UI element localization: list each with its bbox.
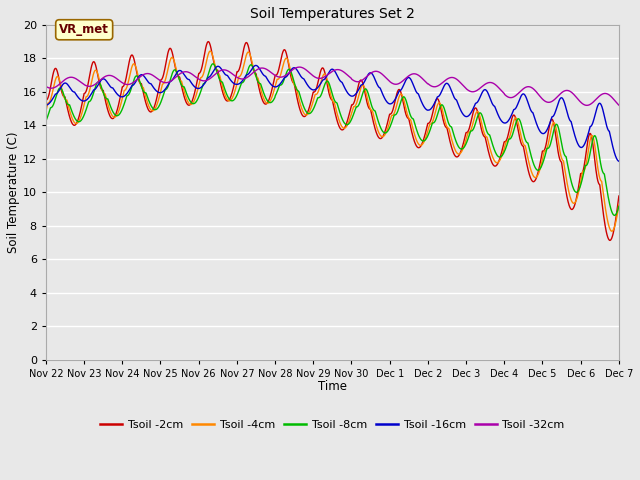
Line: Tsoil -8cm: Tsoil -8cm — [46, 64, 619, 216]
Tsoil -2cm — [205, 39, 212, 45]
Line: Tsoil -4cm: Tsoil -4cm — [46, 51, 619, 231]
Tsoil -4cm — [369, 108, 376, 114]
Title: Soil Temperatures Set 2: Soil Temperatures Set 2 — [250, 7, 415, 21]
Tsoil -4cm — [308, 104, 316, 109]
Tsoil -32cm — [42, 84, 50, 89]
Tsoil -4cm — [285, 62, 293, 68]
Tsoil -16cm — [615, 158, 623, 164]
Tsoil -4cm — [86, 85, 94, 91]
Tsoil -32cm — [296, 64, 303, 70]
Tsoil -32cm — [583, 102, 591, 108]
Tsoil -2cm — [298, 110, 305, 116]
Tsoil -32cm — [615, 102, 623, 108]
Tsoil -32cm — [369, 69, 376, 75]
Tsoil -8cm — [109, 110, 117, 116]
Line: Tsoil -2cm: Tsoil -2cm — [46, 42, 619, 240]
Tsoil -16cm — [369, 71, 376, 77]
Tsoil -2cm — [285, 66, 293, 72]
Tsoil -2cm — [86, 70, 94, 75]
Tsoil -16cm — [285, 70, 293, 75]
Tsoil -8cm — [615, 204, 623, 209]
Tsoil -16cm — [42, 102, 50, 108]
Tsoil -2cm — [109, 115, 117, 121]
Tsoil -16cm — [252, 62, 260, 68]
Tsoil -16cm — [308, 86, 316, 92]
Tsoil -2cm — [308, 96, 316, 102]
Legend: Tsoil -2cm, Tsoil -4cm, Tsoil -8cm, Tsoil -16cm, Tsoil -32cm: Tsoil -2cm, Tsoil -4cm, Tsoil -8cm, Tsoi… — [95, 415, 569, 434]
Tsoil -4cm — [207, 48, 214, 54]
Tsoil -8cm — [611, 213, 618, 218]
Tsoil -4cm — [615, 202, 623, 208]
Tsoil -32cm — [285, 70, 293, 76]
Tsoil -2cm — [42, 97, 50, 103]
Tsoil -32cm — [298, 64, 305, 70]
Tsoil -2cm — [615, 193, 623, 199]
Tsoil -16cm — [298, 74, 305, 80]
Tsoil -8cm — [285, 67, 293, 72]
Text: VR_met: VR_met — [60, 23, 109, 36]
Y-axis label: Soil Temperature (C): Soil Temperature (C) — [7, 132, 20, 253]
Tsoil -32cm — [86, 84, 94, 89]
Tsoil -4cm — [608, 228, 616, 234]
Tsoil -4cm — [42, 108, 50, 114]
X-axis label: Time: Time — [318, 380, 347, 393]
Tsoil -4cm — [109, 114, 117, 120]
Tsoil -16cm — [109, 86, 117, 92]
Tsoil -2cm — [369, 115, 376, 120]
Tsoil -8cm — [308, 109, 316, 115]
Line: Tsoil -32cm: Tsoil -32cm — [46, 67, 619, 105]
Tsoil -16cm — [86, 93, 94, 98]
Tsoil -8cm — [42, 118, 50, 124]
Tsoil -8cm — [298, 96, 305, 102]
Tsoil -4cm — [298, 104, 305, 110]
Tsoil -8cm — [209, 61, 217, 67]
Tsoil -32cm — [109, 74, 117, 80]
Tsoil -8cm — [369, 105, 376, 110]
Line: Tsoil -16cm: Tsoil -16cm — [46, 65, 619, 161]
Tsoil -8cm — [86, 98, 94, 104]
Tsoil -2cm — [606, 238, 614, 243]
Tsoil -32cm — [308, 72, 316, 77]
